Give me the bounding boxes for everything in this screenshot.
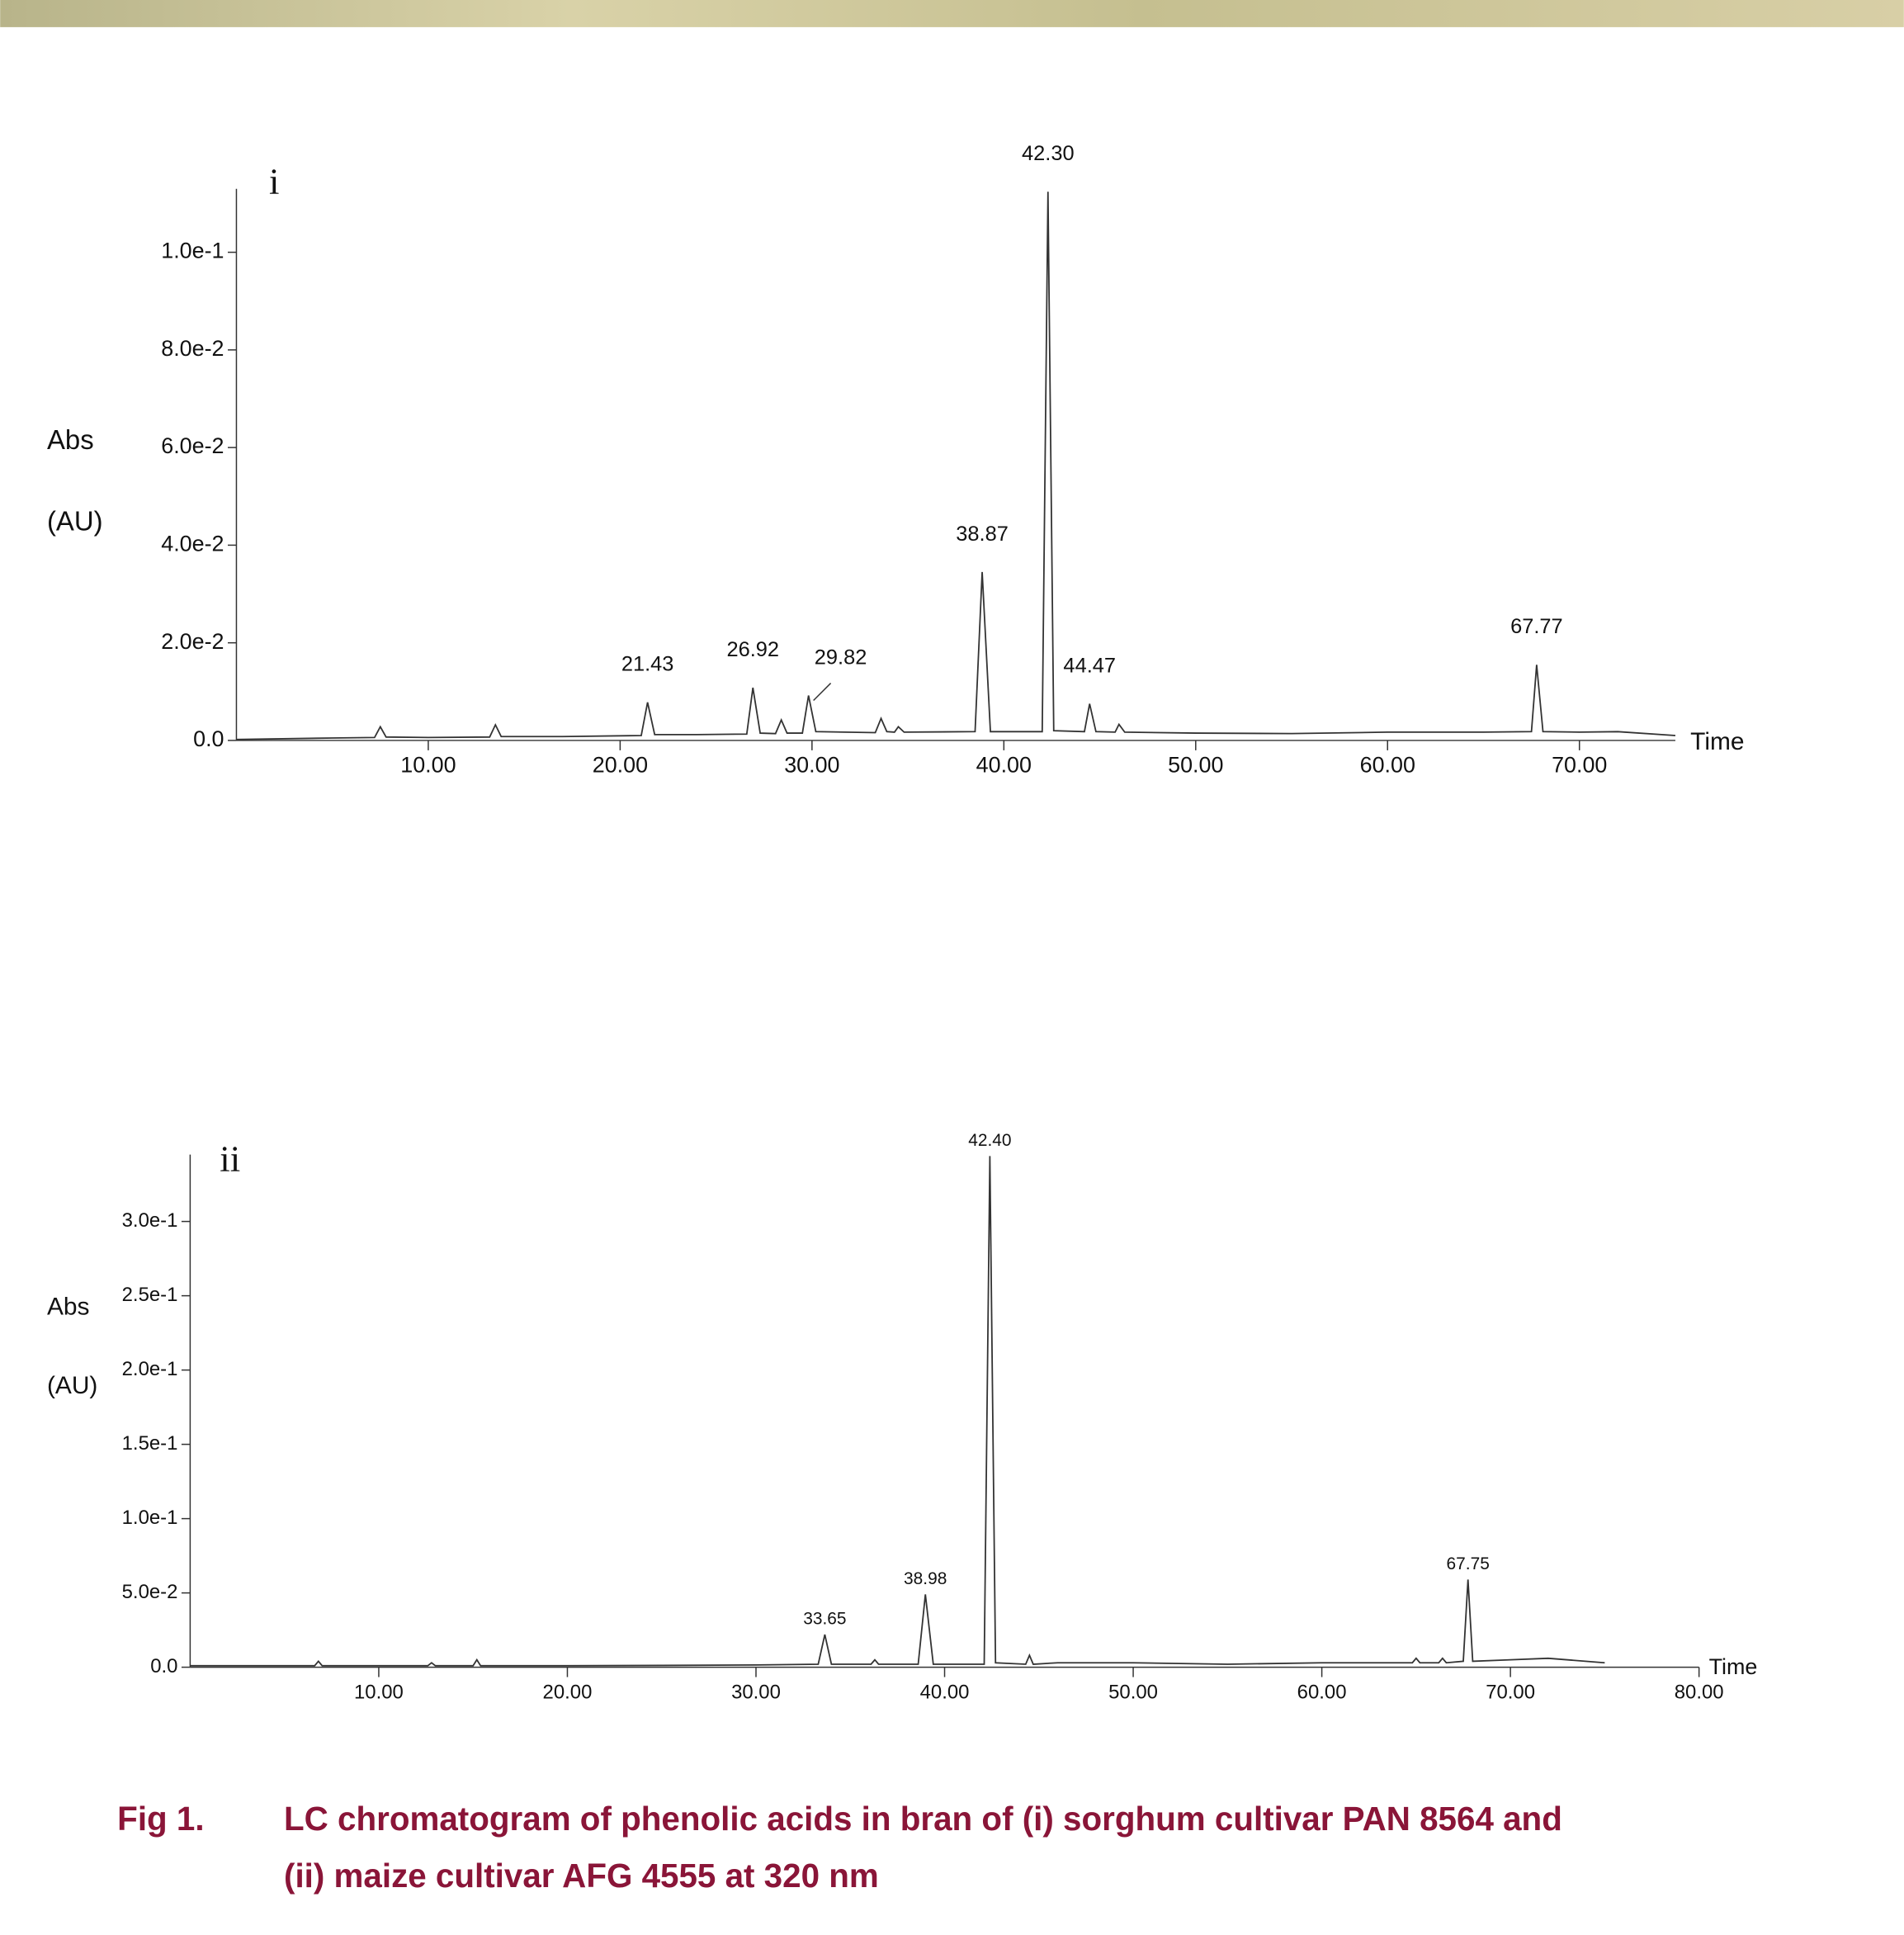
- y-tick-label: 2.0e-1: [122, 1358, 178, 1380]
- peak-label: 38.87: [956, 523, 1009, 546]
- y-tick-label: 8.0e-2: [161, 336, 224, 361]
- x-tick-label: 70.00: [1552, 752, 1607, 777]
- y-axis-label: Abs: [47, 1293, 89, 1320]
- y-axis-label: Abs: [47, 424, 94, 455]
- peak-label: 67.75: [1447, 1554, 1490, 1573]
- x-axis-label: Time: [1709, 1654, 1758, 1679]
- x-axis-label: Time: [1690, 728, 1744, 755]
- peak-label: 38.98: [904, 1569, 947, 1588]
- x-tick-label: 20.00: [543, 1681, 593, 1703]
- y-tick-label: 1.0e-1: [161, 239, 224, 263]
- x-tick-label: 10.00: [400, 752, 456, 777]
- x-tick-label: 70.00: [1486, 1681, 1535, 1703]
- chromatogram-line: [236, 192, 1675, 739]
- panel-label: i: [269, 161, 279, 202]
- y-tick-label: 6.0e-2: [161, 433, 224, 458]
- y-tick-label: 0.0: [193, 726, 224, 751]
- peak-label: 67.77: [1510, 615, 1563, 638]
- page: Fig 1. LC chromatogram of phenolic acids…: [0, 0, 1904, 1935]
- peak-leader: [814, 684, 831, 701]
- y-tick-label: 1.0e-1: [122, 1507, 178, 1529]
- x-tick-label: 60.00: [1297, 1681, 1347, 1703]
- peak-label: 44.47: [1063, 654, 1116, 677]
- y-tick-label: 1.5e-1: [122, 1432, 178, 1455]
- header-photo: [0, 0, 1904, 27]
- x-tick-label: 50.00: [1168, 752, 1223, 777]
- peak-label: 29.82: [815, 646, 867, 669]
- x-tick-label: 10.00: [354, 1681, 404, 1703]
- y-tick-label: 3.0e-1: [122, 1209, 178, 1232]
- y-axis-label: (AU): [47, 1372, 97, 1399]
- y-tick-label: 4.0e-2: [161, 532, 224, 556]
- x-tick-label: 60.00: [1360, 752, 1415, 777]
- x-tick-label: 30.00: [731, 1681, 781, 1703]
- peak-label: 26.92: [726, 638, 779, 661]
- x-tick-label: 80.00: [1675, 1681, 1724, 1703]
- y-axis-label: (AU): [47, 506, 103, 537]
- y-tick-label: 5.0e-2: [122, 1581, 178, 1603]
- y-tick-label: 2.5e-1: [122, 1284, 178, 1306]
- caption-line: (ii) maize cultivar AFG 4555 at 320 nm: [284, 1857, 879, 1895]
- peak-label: 21.43: [621, 653, 674, 676]
- peak-label: 42.30: [1022, 142, 1075, 165]
- x-tick-label: 40.00: [920, 1681, 970, 1703]
- x-tick-label: 20.00: [593, 752, 648, 777]
- peak-label: 33.65: [803, 1610, 846, 1629]
- x-tick-label: 40.00: [976, 752, 1032, 777]
- x-tick-label: 50.00: [1108, 1681, 1158, 1703]
- peak-label: 42.40: [968, 1131, 1011, 1150]
- y-tick-label: 0.0: [150, 1655, 177, 1677]
- panel-label: ii: [220, 1138, 240, 1179]
- caption-line: LC chromatogram of phenolic acids in bra…: [284, 1800, 1562, 1838]
- x-tick-label: 30.00: [784, 752, 839, 777]
- chromatogram-line: [190, 1156, 1604, 1665]
- y-tick-label: 2.0e-2: [161, 629, 224, 654]
- caption-number: Fig 1.: [117, 1800, 204, 1838]
